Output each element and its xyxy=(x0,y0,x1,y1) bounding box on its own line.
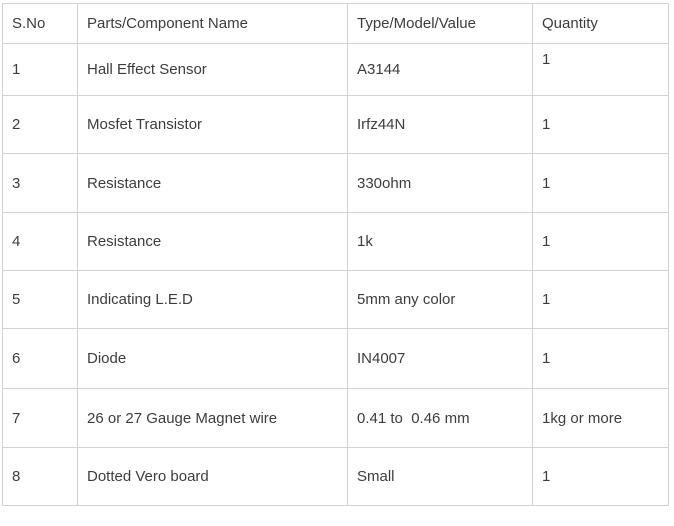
cell-quantity: 1 xyxy=(532,270,669,329)
cell-type-model-value: 1k xyxy=(347,212,533,271)
cell-type-model-value: Irfz44N xyxy=(347,95,533,154)
cell-type-model-value: 5mm any color xyxy=(347,270,533,329)
cell-quantity: 1 xyxy=(532,153,669,213)
cell-quantity: 1kg or more xyxy=(532,388,669,448)
table-row: 4 Resistance 1k 1 xyxy=(2,212,669,271)
table-row: 5 Indicating L.E.D 5mm any color 1 xyxy=(2,270,669,329)
cell-sno: 4 xyxy=(2,212,78,271)
header-type-model-value: Type/Model/Value xyxy=(347,3,533,44)
cell-part-name: Mosfet Transistor xyxy=(77,95,348,154)
cell-sno: 7 xyxy=(2,388,78,448)
cell-type-model-value: 0.41 to 0.46 mm xyxy=(347,388,533,448)
cell-type-model-value: Small xyxy=(347,447,533,506)
cell-part-name: 26 or 27 Gauge Magnet wire xyxy=(77,388,348,448)
table-row: 7 26 or 27 Gauge Magnet wire 0.41 to 0.4… xyxy=(2,388,669,448)
cell-type-model-value: 330ohm xyxy=(347,153,533,213)
cell-quantity: 1 xyxy=(532,447,669,506)
cell-type-model-value: IN4007 xyxy=(347,328,533,389)
table-row: 3 Resistance 330ohm 1 xyxy=(2,153,669,213)
header-quantity: Quantity xyxy=(532,3,669,44)
table-header-row: S.No Parts/Component Name Type/Model/Val… xyxy=(2,3,669,44)
cell-part-name: Diode xyxy=(77,328,348,389)
cell-sno: 2 xyxy=(2,95,78,154)
cell-part-name: Hall Effect Sensor xyxy=(77,43,348,96)
cell-quantity: 1 xyxy=(532,328,669,389)
table-row: 1 Hall Effect Sensor A3144 1 xyxy=(2,43,669,96)
cell-quantity: 1 xyxy=(532,43,669,96)
table-row: 6 Diode IN4007 1 xyxy=(2,328,669,389)
parts-components-table: S.No Parts/Component Name Type/Model/Val… xyxy=(2,3,669,506)
header-parts-component-name: Parts/Component Name xyxy=(77,3,348,44)
cell-part-name: Resistance xyxy=(77,212,348,271)
cell-quantity: 1 xyxy=(532,212,669,271)
table-row: 8 Dotted Vero board Small 1 xyxy=(2,447,669,506)
cell-quantity: 1 xyxy=(532,95,669,154)
cell-sno: 1 xyxy=(2,43,78,96)
cell-sno: 8 xyxy=(2,447,78,506)
cell-type-model-value: A3144 xyxy=(347,43,533,96)
cell-part-name: Dotted Vero board xyxy=(77,447,348,506)
cell-sno: 3 xyxy=(2,153,78,213)
header-sno: S.No xyxy=(2,3,78,44)
table-row: 2 Mosfet Transistor Irfz44N 1 xyxy=(2,95,669,154)
cell-sno: 5 xyxy=(2,270,78,329)
cell-sno: 6 xyxy=(2,328,78,389)
cell-part-name: Resistance xyxy=(77,153,348,213)
cell-part-name: Indicating L.E.D xyxy=(77,270,348,329)
